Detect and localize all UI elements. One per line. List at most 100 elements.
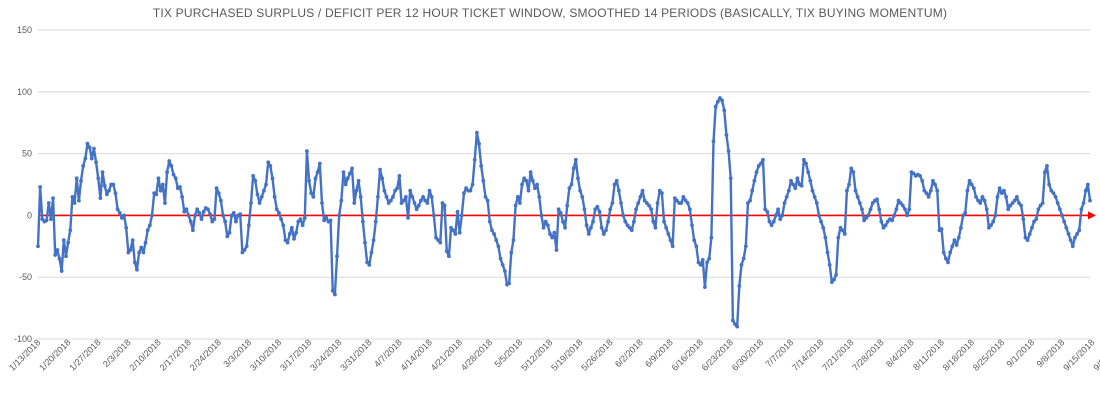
data-point xyxy=(85,141,90,146)
data-point xyxy=(616,188,621,193)
data-point xyxy=(804,161,808,166)
data-point xyxy=(96,176,101,181)
data-point xyxy=(89,156,94,161)
data-point xyxy=(819,219,823,224)
data-point xyxy=(292,236,296,241)
data-point xyxy=(1045,164,1049,168)
data-point xyxy=(1025,238,1030,243)
data-point xyxy=(860,207,864,212)
data-point xyxy=(1021,217,1026,222)
data-point xyxy=(371,238,376,243)
data-point xyxy=(1062,219,1067,224)
data-point xyxy=(345,176,350,181)
data-point xyxy=(801,157,806,162)
data-point xyxy=(984,207,989,212)
data-point xyxy=(92,146,96,151)
data-point xyxy=(380,176,385,181)
data-point xyxy=(1073,235,1077,240)
data-point xyxy=(791,182,796,187)
data-point xyxy=(384,194,389,199)
data-point xyxy=(868,207,873,212)
data-point xyxy=(315,170,320,175)
data-point xyxy=(1012,198,1017,203)
data-point xyxy=(543,219,548,224)
data-point xyxy=(130,238,135,243)
data-point xyxy=(46,201,51,205)
data-point xyxy=(320,201,324,205)
data-point xyxy=(231,211,236,215)
data-point xyxy=(330,288,335,293)
data-point xyxy=(436,238,441,243)
data-point xyxy=(954,243,959,247)
data-point xyxy=(414,207,419,212)
data-point xyxy=(784,194,789,199)
data-point xyxy=(993,213,998,218)
data-point xyxy=(808,178,813,183)
data-point xyxy=(842,232,847,236)
data-point xyxy=(485,198,490,203)
data-point xyxy=(728,176,733,181)
data-point xyxy=(223,219,228,224)
data-point xyxy=(879,219,884,224)
data-point xyxy=(591,219,595,224)
data-point xyxy=(573,157,578,162)
data-point xyxy=(423,198,428,203)
data-point xyxy=(64,254,68,259)
data-point xyxy=(580,194,585,199)
data-point xyxy=(472,157,477,162)
data-point xyxy=(412,201,417,205)
y-axis-tick-labels: 150 100 50 0 -50 -100 xyxy=(14,25,32,344)
data-point xyxy=(449,225,453,230)
data-point xyxy=(100,170,105,175)
data-point xyxy=(737,283,742,288)
data-point xyxy=(1002,188,1006,193)
data-point xyxy=(453,232,458,236)
data-point xyxy=(670,244,675,249)
data-point xyxy=(683,198,688,203)
data-point xyxy=(726,149,731,154)
data-point xyxy=(864,215,869,220)
data-point xyxy=(995,194,1000,199)
data-point xyxy=(552,230,557,235)
data-point xyxy=(113,191,118,196)
data-point xyxy=(268,164,273,168)
data-point xyxy=(713,104,718,109)
data-point xyxy=(354,188,359,193)
data-point xyxy=(980,194,985,199)
data-point xyxy=(855,194,860,199)
data-point xyxy=(655,201,660,205)
data-point xyxy=(388,198,393,203)
data-point xyxy=(376,194,380,199)
data-point xyxy=(703,285,707,289)
data-point xyxy=(881,225,886,230)
data-point xyxy=(690,223,694,228)
data-point xyxy=(178,185,182,189)
data-point xyxy=(296,219,301,224)
data-point xyxy=(640,188,645,193)
data-point xyxy=(266,160,271,165)
data-point xyxy=(961,213,965,218)
data-point xyxy=(894,207,899,212)
data-point xyxy=(431,213,436,218)
data-point xyxy=(1019,203,1024,208)
data-point xyxy=(44,218,49,223)
data-point xyxy=(752,178,757,183)
data-point xyxy=(705,260,709,265)
data-point xyxy=(959,225,963,230)
data-point xyxy=(825,250,830,255)
data-point xyxy=(743,244,748,249)
data-point xyxy=(221,213,225,218)
data-point xyxy=(244,244,249,249)
data-point xyxy=(651,219,656,224)
data-point xyxy=(444,249,449,254)
data-point xyxy=(1036,207,1041,212)
data-point xyxy=(38,185,43,189)
data-point xyxy=(625,223,630,228)
data-point xyxy=(946,260,950,265)
data-point xyxy=(143,240,148,245)
data-point xyxy=(343,182,348,187)
data-point xyxy=(739,262,744,267)
data-point xyxy=(522,176,527,181)
data-point xyxy=(890,218,894,223)
data-point xyxy=(657,188,662,193)
